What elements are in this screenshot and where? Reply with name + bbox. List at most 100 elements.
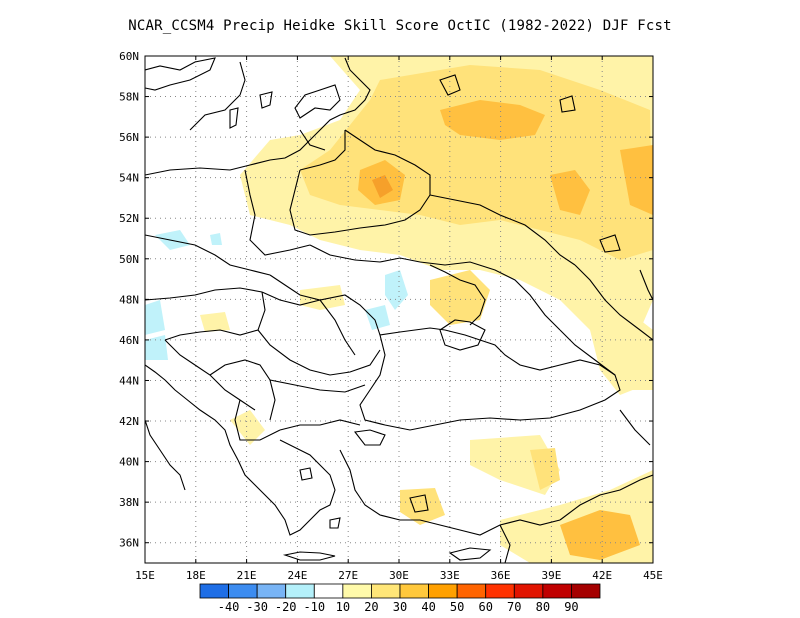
positive-skill-area bbox=[430, 270, 490, 325]
colorbar-label: 70 bbox=[507, 600, 521, 614]
scandinavia-coastline bbox=[145, 57, 216, 91]
country-border bbox=[574, 264, 653, 341]
turkey-coastline bbox=[339, 449, 561, 536]
country-border bbox=[269, 274, 381, 336]
gotland-island bbox=[259, 91, 273, 109]
x-tick-label: 27E bbox=[338, 569, 358, 582]
y-tick-label: 54N bbox=[119, 172, 139, 185]
y-tick-label: 58N bbox=[119, 91, 139, 104]
x-tick-label: 21E bbox=[237, 569, 257, 582]
lake bbox=[599, 234, 621, 253]
positive-skill-area bbox=[530, 448, 560, 490]
y-tick-label: 40N bbox=[119, 456, 139, 469]
x-tick-label: 24E bbox=[287, 569, 307, 582]
negative-skill-area bbox=[210, 233, 222, 245]
x-tick-label: 15E bbox=[135, 569, 155, 582]
scandinavia-coastline-east bbox=[189, 61, 246, 131]
colorbar-swatch bbox=[199, 583, 229, 599]
country-border bbox=[289, 129, 431, 236]
azov-sea-coast bbox=[429, 264, 486, 326]
colorbar-swatch bbox=[342, 583, 372, 599]
x-tick-label: 45E bbox=[643, 569, 663, 582]
crete-island bbox=[282, 551, 336, 561]
aegean-islands bbox=[329, 517, 341, 529]
y-tick-label: 36N bbox=[119, 537, 139, 550]
country-border bbox=[269, 379, 366, 393]
high-skill-area bbox=[440, 100, 545, 140]
negative-skill-area bbox=[145, 335, 168, 360]
aegean-islands bbox=[299, 467, 313, 481]
colorbar-swatch bbox=[571, 583, 601, 599]
colorbar-label: 20 bbox=[364, 600, 378, 614]
italy-coastline bbox=[145, 419, 186, 491]
y-tick-label: 48N bbox=[119, 293, 139, 306]
lake bbox=[559, 95, 576, 113]
high-skill-area bbox=[620, 145, 653, 215]
colorbar-label: 30 bbox=[393, 600, 407, 614]
skill-shading bbox=[145, 56, 653, 563]
colorbar-label: 40 bbox=[421, 600, 435, 614]
country-border bbox=[429, 194, 576, 266]
colorbar-label: -40 bbox=[218, 600, 240, 614]
country-border bbox=[145, 234, 271, 276]
colorbar-swatch bbox=[456, 583, 487, 599]
country-border bbox=[499, 524, 511, 563]
y-tick-label: 38N bbox=[119, 496, 139, 509]
colorbar-swatch bbox=[399, 583, 429, 599]
y-tick-label: 50N bbox=[119, 253, 139, 266]
country-border bbox=[145, 287, 263, 301]
country-border bbox=[234, 399, 281, 441]
negative-skill-area bbox=[365, 305, 390, 330]
high-skill-area bbox=[560, 510, 640, 560]
y-tick-label: 52N bbox=[119, 212, 139, 225]
colorbar-swatch bbox=[542, 583, 572, 599]
colorbar: -40 -30 -20 -10 10 20 30 40 50 60 70 80 90 bbox=[199, 583, 601, 614]
oland-island bbox=[229, 107, 239, 129]
high-skill-area bbox=[372, 175, 393, 198]
x-tick-label: 36E bbox=[491, 569, 511, 582]
colorbar-swatch bbox=[228, 583, 258, 599]
y-tick-label: 42N bbox=[119, 415, 139, 428]
cyprus-island bbox=[448, 547, 492, 561]
x-axis: 15E 18E 21E 24E 27E 30E 33E 36E 39E 42E 45E bbox=[135, 56, 663, 582]
marmara-coastline bbox=[353, 429, 386, 446]
country-border bbox=[319, 299, 356, 356]
positive-skill-area bbox=[230, 410, 265, 445]
colorbar-label: 10 bbox=[336, 600, 350, 614]
country-border bbox=[619, 409, 651, 446]
colorbar-swatch bbox=[256, 583, 287, 599]
country-border bbox=[299, 130, 346, 171]
colorbar-swatch bbox=[428, 583, 458, 599]
colorbar-swatch bbox=[285, 583, 315, 599]
x-tick-label: 33E bbox=[440, 569, 460, 582]
country-border bbox=[257, 329, 381, 376]
country-border bbox=[261, 291, 321, 306]
coastlines-and-borders bbox=[145, 57, 653, 563]
lake-tuz bbox=[409, 494, 429, 513]
colorbar-label: -20 bbox=[275, 600, 297, 614]
moderate-skill-area bbox=[300, 65, 653, 260]
country-border bbox=[299, 129, 326, 151]
colorbar-label: 90 bbox=[564, 600, 578, 614]
y-tick-label: 46N bbox=[119, 334, 139, 347]
colorbar-label: 80 bbox=[536, 600, 550, 614]
country-border bbox=[279, 419, 361, 431]
colorbar-swatch bbox=[513, 583, 544, 599]
colorbar-swatch bbox=[485, 583, 515, 599]
country-border bbox=[559, 329, 616, 376]
colorbar-swatch bbox=[313, 583, 344, 599]
positive-skill-area bbox=[300, 285, 345, 310]
country-border bbox=[209, 359, 276, 421]
positive-skill-area bbox=[200, 312, 230, 332]
y-tick-label: 60N bbox=[119, 50, 139, 63]
country-border bbox=[309, 244, 421, 263]
lake bbox=[439, 74, 461, 96]
country-border bbox=[244, 169, 311, 256]
negative-skill-area bbox=[385, 270, 408, 310]
y-axis: 36N 38N 40N 42N 44N 46N 48N 50N 52N 54N 56N 58N 60N bbox=[119, 50, 653, 550]
y-tick-label: 44N bbox=[119, 374, 139, 387]
y-tick-label: 56N bbox=[119, 131, 139, 144]
caspian-coastline bbox=[639, 269, 653, 301]
x-tick-label: 30E bbox=[389, 569, 409, 582]
